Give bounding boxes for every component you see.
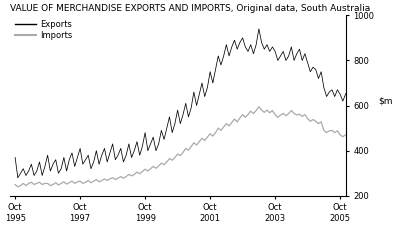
Text: VALUE OF MERCHANDISE EXPORTS AND IMPORTS, Original data, South Australia: VALUE OF MERCHANDISE EXPORTS AND IMPORTS… [10, 4, 370, 13]
Legend: Exports, Imports: Exports, Imports [14, 20, 73, 40]
Y-axis label: $m: $m [378, 96, 393, 106]
